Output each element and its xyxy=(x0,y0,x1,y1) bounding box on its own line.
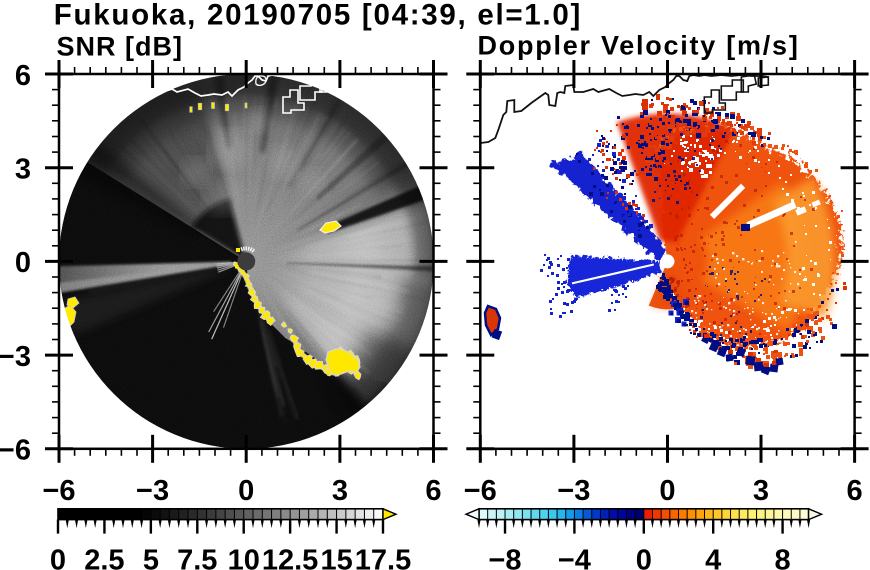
svg-text:−4: −4 xyxy=(558,545,591,570)
svg-text:SNR [dB]: SNR [dB] xyxy=(57,31,183,61)
svg-text:0: 0 xyxy=(659,475,675,507)
svg-text:−6: −6 xyxy=(0,435,31,467)
svg-text:6: 6 xyxy=(15,60,31,92)
svg-text:−8: −8 xyxy=(488,545,521,570)
svg-text:6: 6 xyxy=(847,475,863,507)
svg-text:3: 3 xyxy=(15,154,31,186)
svg-text:10: 10 xyxy=(228,545,260,570)
svg-text:−6: −6 xyxy=(42,475,75,507)
svg-text:Fukuoka, 20190705 [04:39, el=1: Fukuoka, 20190705 [04:39, el=1.0] xyxy=(54,0,582,31)
svg-text:2.5: 2.5 xyxy=(84,545,124,570)
svg-text:−3: −3 xyxy=(557,475,590,507)
svg-text:3: 3 xyxy=(753,475,769,507)
svg-text:−3: −3 xyxy=(136,475,169,507)
svg-text:17.5: 17.5 xyxy=(355,545,411,570)
svg-text:0: 0 xyxy=(636,545,652,570)
svg-text:−6: −6 xyxy=(464,475,497,507)
svg-text:4: 4 xyxy=(705,545,721,570)
svg-text:12.5: 12.5 xyxy=(262,545,318,570)
svg-text:−3: −3 xyxy=(0,341,31,373)
svg-text:0: 0 xyxy=(238,475,254,507)
svg-text:15: 15 xyxy=(320,545,352,570)
svg-text:6: 6 xyxy=(425,475,441,507)
svg-text:3: 3 xyxy=(332,475,348,507)
svg-text:7.5: 7.5 xyxy=(177,545,217,570)
svg-text:5: 5 xyxy=(143,545,159,570)
svg-text:0: 0 xyxy=(50,545,66,570)
svg-text:Doppler Velocity [m/s]: Doppler Velocity [m/s] xyxy=(478,31,800,61)
svg-text:8: 8 xyxy=(775,545,791,570)
svg-text:0: 0 xyxy=(15,247,31,279)
